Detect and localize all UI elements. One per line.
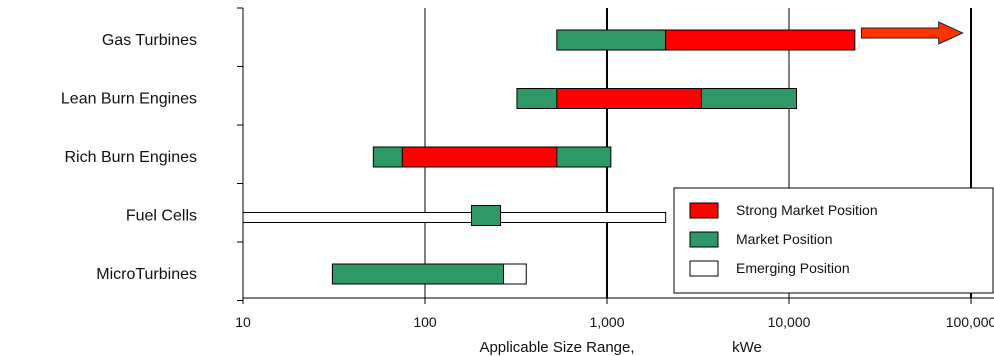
x-axis-unit-label: kWe <box>732 339 762 356</box>
x-tick-label-100-000: 100,000 <box>946 314 994 330</box>
x-tick-label-1-000: 1,000 <box>589 314 624 330</box>
arrow-gas-turbines <box>860 21 964 45</box>
x-tick-label-10: 10 <box>235 314 251 330</box>
category-label-lean-burn-engines: Lean Burn Engines <box>61 91 197 108</box>
category-label-gas-turbines: Gas Turbines <box>102 32 197 49</box>
legend-box <box>673 187 994 294</box>
category-label-fuel-cells: Fuel Cells <box>126 208 197 225</box>
x-axis-label: Applicable Size Range, <box>479 339 634 356</box>
legend-label-emerging-position: Emerging Position <box>736 260 850 276</box>
bar-rich-burn-engines-strong-market-position <box>401 146 558 168</box>
legend-label-market-position: Market Position <box>736 231 832 247</box>
legend-swatch-market-position <box>689 231 719 248</box>
bar-microturbines-market-position <box>331 263 505 285</box>
axes-layer <box>237 7 994 304</box>
x-tick-label-10-000: 10,000 <box>768 314 811 330</box>
legend-swatch-strong-market-position <box>689 202 719 219</box>
category-label-rich-burn-engines: Rich Burn Engines <box>64 149 197 166</box>
bar-fuel-cells-market-position <box>470 205 502 226</box>
bars-layer <box>242 21 964 285</box>
bar-lean-burn-engines-strong-market-position <box>556 88 702 109</box>
bar-fuel-cells-emerging-position <box>242 212 667 223</box>
legend: Strong Market Position Market Position Eme… <box>673 187 994 294</box>
x-tick-label-100: 100 <box>413 314 437 330</box>
category-label-microturbines: MicroTurbines <box>96 266 197 283</box>
bar-gas-turbines-market-position <box>556 29 667 51</box>
legend-swatch-emerging-position <box>689 260 719 277</box>
labels-layer: Gas Turbines Lean Burn Engines Rich Burn E… <box>61 32 994 356</box>
legend-label-strong-market-position: Strong Market Position <box>736 202 878 218</box>
bar-gas-turbines-strong-market-position <box>665 29 856 51</box>
